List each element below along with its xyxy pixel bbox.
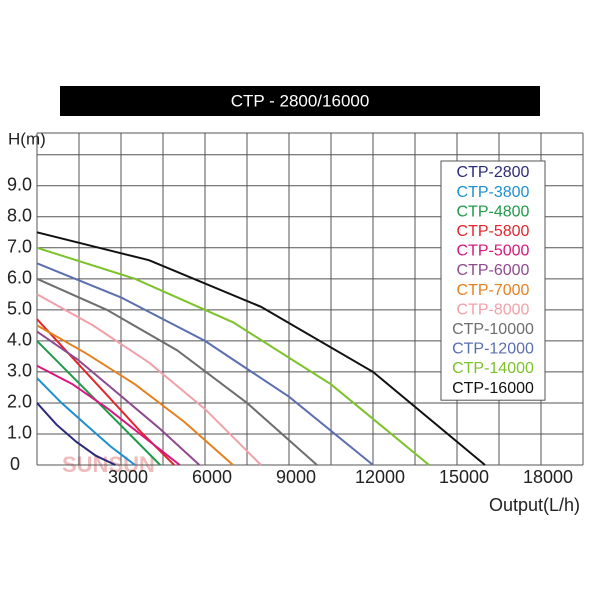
legend-entry: CTP-8000	[457, 301, 530, 318]
chart-title: CTP - 2800/16000	[231, 91, 370, 110]
legend-entry: CTP-5800	[457, 223, 530, 240]
y-axis-label: H(m)	[8, 129, 46, 148]
legend-entry: CTP-5000	[457, 243, 530, 260]
x-tick-label: 6000	[192, 467, 232, 487]
curve	[36, 377, 136, 466]
y-tick-label: 6.0	[7, 268, 32, 288]
y-tick-label: 8.0	[7, 206, 32, 226]
legend-entry: CTP-4800	[457, 203, 530, 220]
x-tick-label: 12000	[355, 467, 405, 487]
x-tick-label: 9000	[276, 467, 316, 487]
legend-box	[440, 160, 546, 401]
legend-entry: CTP-16000	[452, 380, 534, 397]
legend-entry: CTP-7000	[457, 282, 530, 299]
x-axis-label: Output(L/h)	[489, 495, 580, 515]
legend-entry: CTP-3800	[457, 184, 530, 201]
y-tick-label: 2.0	[7, 392, 32, 412]
y-tick-label: 7.0	[7, 237, 32, 257]
curve	[36, 277, 318, 466]
curve	[36, 231, 486, 466]
legend-entry: CTP-14000	[452, 360, 534, 377]
title-bar	[60, 86, 540, 116]
y-tick-label: 4.0	[7, 330, 32, 350]
y-tick-label: 5.0	[7, 299, 32, 319]
curve	[36, 246, 430, 466]
x-tick-label: 3000	[108, 467, 148, 487]
legend-entry: CTP-2800	[457, 164, 530, 181]
legend-entry: CTP-10000	[452, 321, 534, 338]
x-tick-label: 18000	[523, 467, 573, 487]
legend-entry: CTP-12000	[452, 341, 534, 358]
curve	[36, 324, 234, 466]
legend-entry: CTP-6000	[457, 262, 530, 279]
curve	[36, 262, 374, 466]
curve	[36, 364, 181, 466]
curve	[36, 293, 262, 466]
y-tick-label: 9.0	[7, 174, 32, 194]
y-tick-label: 3.0	[7, 361, 32, 381]
x-tick-label: 15000	[439, 467, 489, 487]
y-tick-label: 1.0	[7, 423, 32, 443]
curve	[36, 402, 116, 466]
watermark: SUNSUN	[62, 452, 155, 477]
y-tick-label: 0	[10, 454, 20, 474]
curve	[36, 330, 201, 466]
